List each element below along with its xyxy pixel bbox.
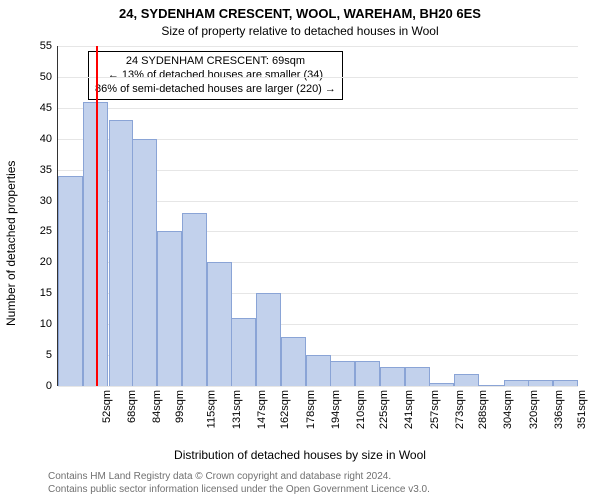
histogram-bar (182, 213, 207, 386)
x-tick-label: 84sqm (151, 390, 163, 423)
histogram-bar (553, 380, 578, 386)
histogram-bar (454, 374, 479, 386)
x-tick-label: 99sqm (174, 390, 186, 423)
chart-title: 24, SYDENHAM CRESCENT, WOOL, WAREHAM, BH… (0, 6, 600, 21)
annotation-line: 86% of semi-detached houses are larger (… (95, 83, 336, 97)
histogram-bar (281, 337, 306, 386)
histogram-bar (380, 367, 405, 386)
histogram-bar (330, 361, 355, 386)
y-tick-label: 25 (40, 225, 58, 237)
histogram-bar (429, 383, 454, 386)
y-axis-label: Number of detached properties (4, 161, 18, 326)
x-tick-label: 210sqm (355, 390, 367, 429)
footer-line: Contains public sector information licen… (48, 484, 430, 497)
footer-attribution: Contains HM Land Registry data © Crown c… (48, 471, 430, 496)
y-tick-label: 20 (40, 256, 58, 268)
histogram-bar (479, 385, 504, 386)
y-gridline (58, 46, 578, 47)
x-tick-label: 194sqm (330, 390, 342, 429)
x-tick-label: 225sqm (378, 390, 390, 429)
histogram-bar (355, 361, 380, 386)
y-tick-label: 40 (40, 133, 58, 145)
y-gridline (58, 108, 578, 109)
x-tick-label: 351sqm (576, 390, 588, 429)
y-tick-label: 0 (46, 380, 58, 392)
y-tick-label: 35 (40, 164, 58, 176)
histogram-bar (306, 355, 331, 386)
plot-area: 24 SYDENHAM CRESCENT: 69sqm ← 13% of det… (58, 46, 578, 386)
y-tick-label: 10 (40, 318, 58, 330)
y-tick-label: 5 (46, 349, 58, 361)
x-tick-label: 257sqm (429, 390, 441, 429)
x-tick-label: 115sqm (205, 390, 217, 428)
x-tick-label: 288sqm (477, 390, 489, 429)
annotation-line: ← 13% of detached houses are smaller (34… (95, 69, 336, 83)
x-tick-label: 320sqm (528, 390, 540, 429)
histogram-bar (109, 120, 134, 386)
y-tick-label: 15 (40, 287, 58, 299)
x-tick-label: 336sqm (553, 390, 565, 429)
histogram-bar (58, 176, 83, 386)
histogram-bar (528, 380, 553, 386)
x-tick-label: 162sqm (280, 390, 292, 429)
x-tick-label: 68sqm (126, 390, 138, 423)
y-tick-label: 45 (40, 102, 58, 114)
histogram-bar (504, 380, 529, 386)
histogram-bar (132, 139, 157, 386)
x-axis-label: Distribution of detached houses by size … (0, 448, 600, 462)
x-tick-label: 131sqm (231, 390, 243, 429)
y-tick-label: 50 (40, 71, 58, 83)
x-tick-label: 52sqm (101, 390, 113, 423)
x-tick-label: 304sqm (503, 390, 515, 429)
x-tick-label: 273sqm (454, 390, 466, 429)
y-gridline (58, 77, 578, 78)
footer-line: Contains HM Land Registry data © Crown c… (48, 471, 430, 484)
annotation-line: 24 SYDENHAM CRESCENT: 69sqm (95, 55, 336, 69)
y-gridline (58, 386, 578, 387)
histogram-bar (256, 293, 281, 386)
chart-subtitle: Size of property relative to detached ho… (0, 24, 600, 38)
annotation-box: 24 SYDENHAM CRESCENT: 69sqm ← 13% of det… (88, 51, 343, 100)
x-tick-label: 241sqm (404, 390, 416, 429)
histogram-bar (405, 367, 430, 386)
property-marker-line (96, 46, 98, 386)
x-tick-label: 147sqm (256, 390, 268, 429)
histogram-bar (207, 262, 232, 386)
y-tick-label: 55 (40, 40, 58, 52)
histogram-bar (157, 231, 182, 386)
x-tick-label: 178sqm (305, 390, 317, 429)
y-tick-label: 30 (40, 195, 58, 207)
histogram-bar (231, 318, 256, 386)
